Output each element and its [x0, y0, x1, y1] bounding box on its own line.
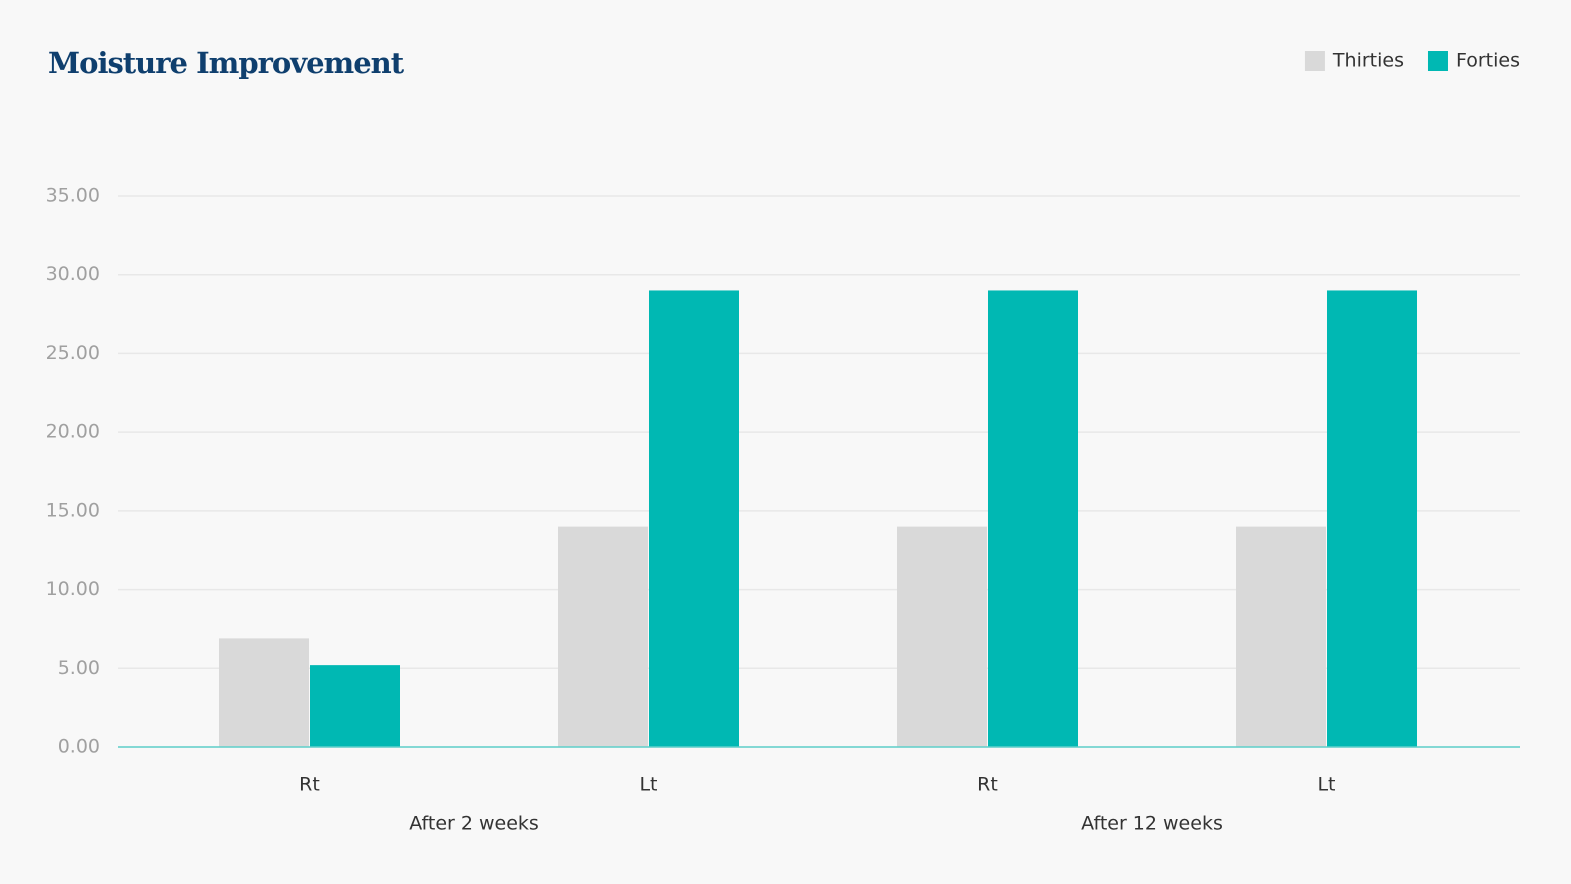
- y-tick-label: 10.00: [46, 578, 100, 600]
- chart-title: Moisture Improvement: [48, 46, 405, 80]
- bar: [1236, 526, 1326, 747]
- legend-label: Forties: [1456, 50, 1520, 72]
- group-label: After 12 weeks: [1081, 813, 1223, 835]
- y-tick-label: 0.00: [58, 736, 100, 758]
- bar: [558, 526, 648, 747]
- x-tick-label: Lt: [1317, 774, 1335, 796]
- x-tick-label: Rt: [977, 774, 998, 796]
- y-tick-label: 25.00: [46, 342, 100, 364]
- bar: [649, 290, 739, 747]
- y-tick-label: 30.00: [46, 263, 100, 285]
- bar: [219, 638, 309, 747]
- y-tick-label: 15.00: [46, 499, 100, 521]
- bar: [988, 290, 1078, 747]
- group-label: After 2 weeks: [409, 813, 539, 835]
- bar: [897, 526, 987, 747]
- x-tick-label: Rt: [299, 774, 320, 796]
- legend-swatch: [1427, 51, 1448, 71]
- legend-swatch: [1304, 51, 1325, 71]
- legend-label: Thirties: [1332, 50, 1404, 72]
- y-tick-label: 5.00: [58, 657, 100, 679]
- y-tick-label: 20.00: [46, 421, 100, 443]
- bar: [310, 665, 400, 747]
- bar: [1327, 290, 1417, 747]
- x-tick-label: Lt: [639, 774, 657, 796]
- y-tick-label: 35.00: [46, 185, 100, 207]
